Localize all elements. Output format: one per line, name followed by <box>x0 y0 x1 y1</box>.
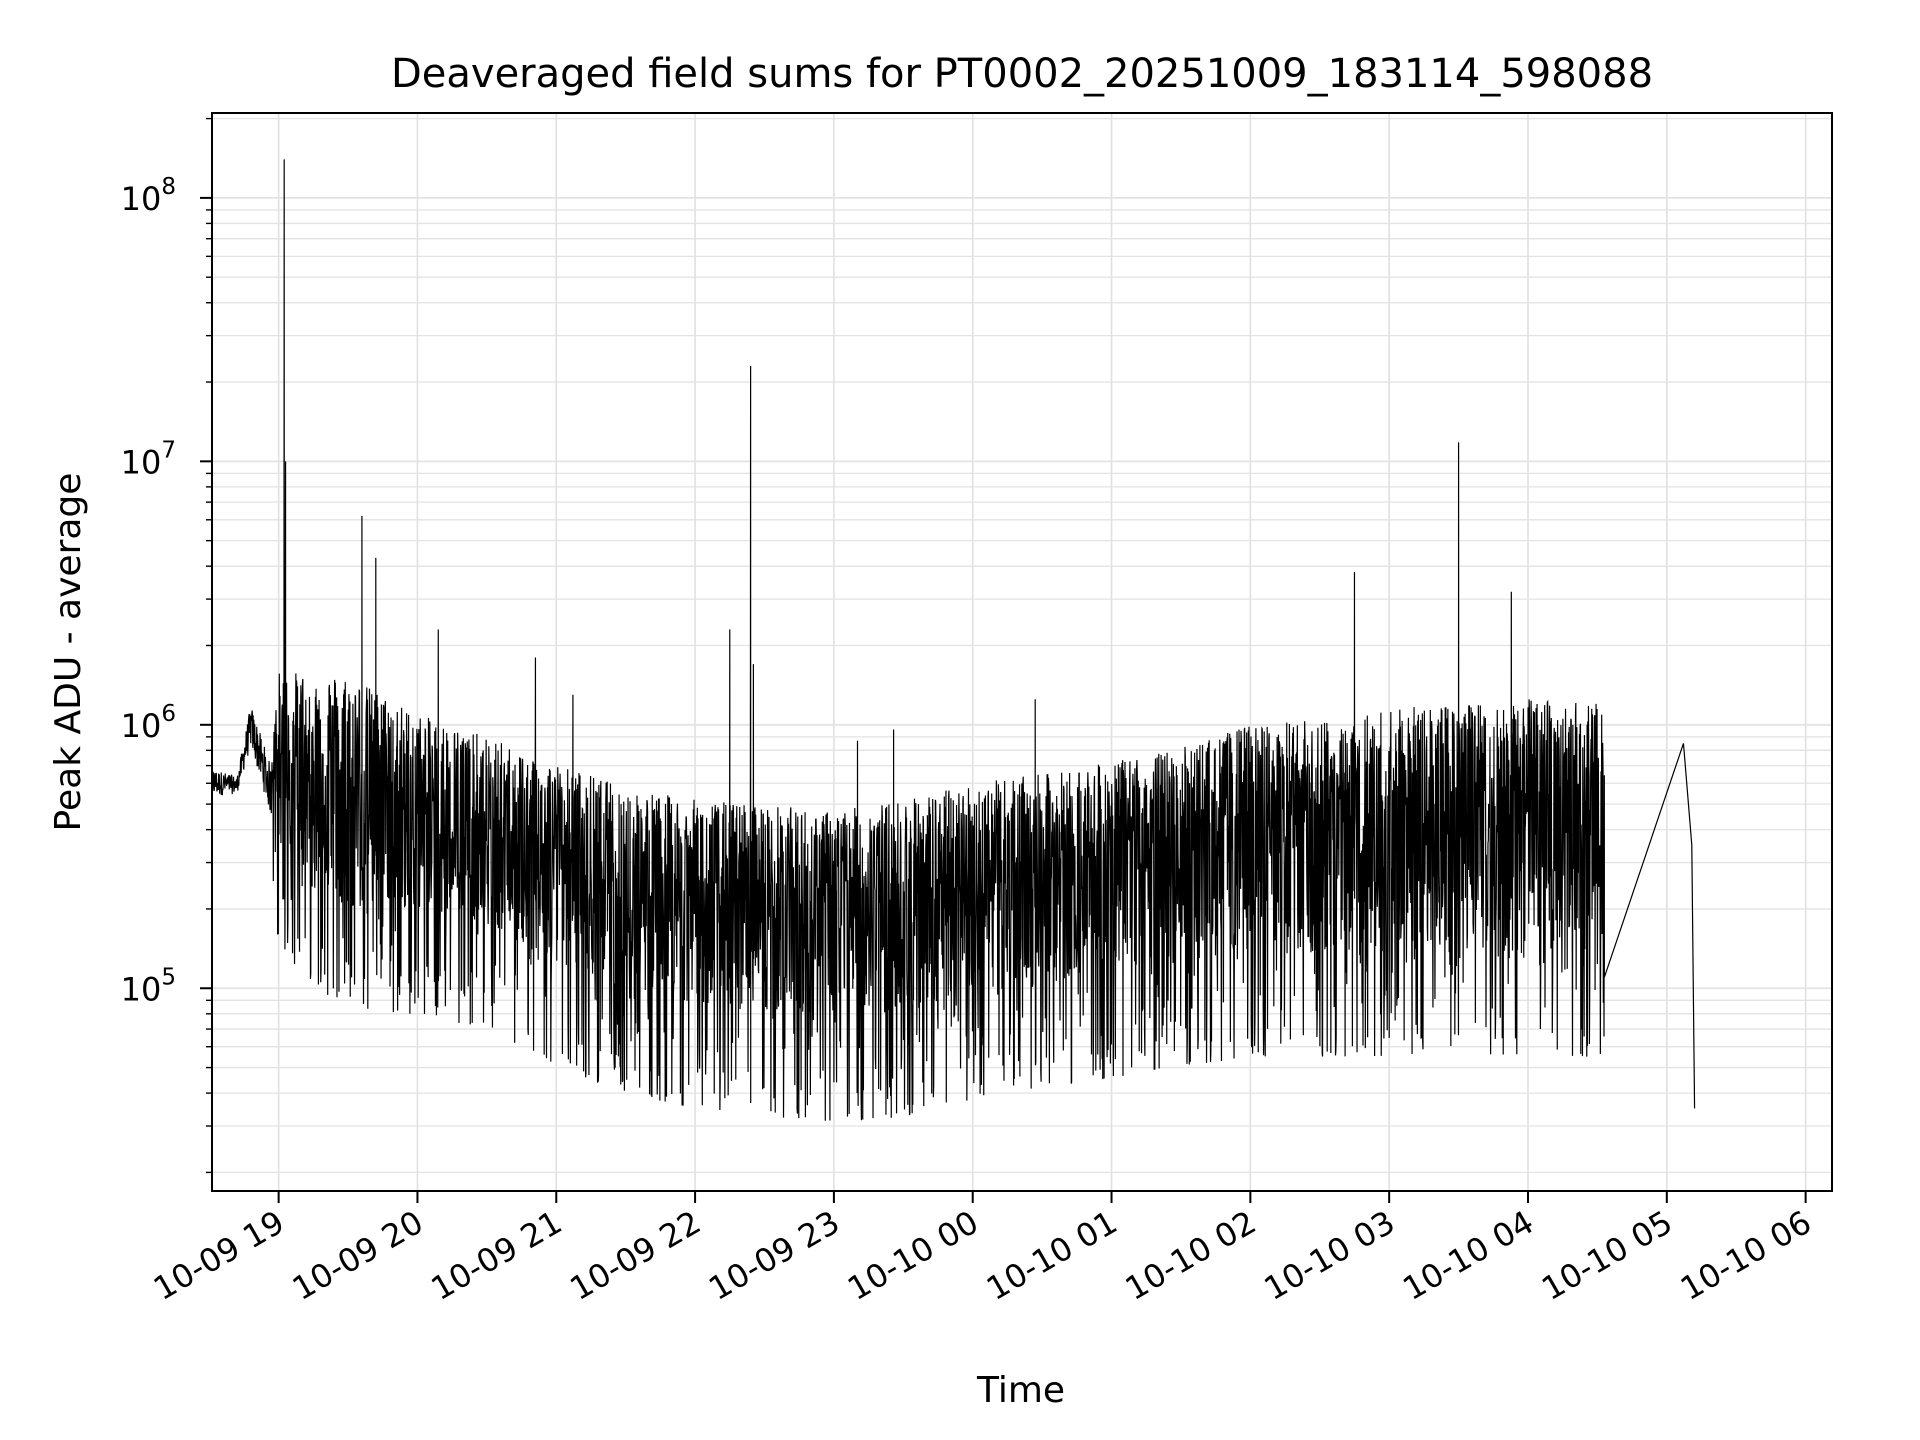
x-tick-label: 10-10 05 <box>1535 1203 1679 1308</box>
y-tick-label: 105 <box>121 964 176 1008</box>
y-tick-base: 10 <box>121 180 162 218</box>
y-tick-base: 10 <box>121 707 162 745</box>
x-tick-label: 10-10 02 <box>1119 1203 1263 1308</box>
y-tick-label: 108 <box>121 174 176 218</box>
y-tick-exponent: 6 <box>161 701 176 727</box>
x-tick-label: 10-10 00 <box>841 1203 985 1308</box>
x-tick-label: 10-09 19 <box>147 1203 291 1308</box>
y-tick-exponent: 8 <box>161 174 176 200</box>
y-tick-base: 10 <box>121 970 162 1008</box>
plot-frame <box>211 112 1833 1192</box>
x-tick-label: 10-09 23 <box>702 1203 846 1308</box>
y-tick-exponent: 7 <box>161 437 176 463</box>
x-tick-label: 10-10 06 <box>1674 1203 1818 1308</box>
x-axis-label: Time <box>976 1370 1065 1411</box>
x-tick-label: 10-10 01 <box>980 1203 1124 1308</box>
y-tick-label: 106 <box>121 701 176 745</box>
y-tick-exponent: 5 <box>161 964 176 990</box>
y-axis-label: Peak ADU - average <box>48 473 89 832</box>
chart-title: Deaveraged field sums for PT0002_2025100… <box>391 51 1653 97</box>
x-tick-label: 10-09 21 <box>425 1203 569 1308</box>
x-tick-label: 10-09 22 <box>563 1203 707 1308</box>
x-tick-label: 10-10 03 <box>1258 1203 1402 1308</box>
x-tick-label: 10-09 20 <box>286 1203 430 1308</box>
y-tick-base: 10 <box>121 443 162 481</box>
x-tick-label: 10-10 04 <box>1396 1203 1540 1308</box>
peak-adu-series <box>211 159 1696 1121</box>
y-tick-label: 107 <box>121 437 176 481</box>
data-series <box>211 159 1696 1121</box>
